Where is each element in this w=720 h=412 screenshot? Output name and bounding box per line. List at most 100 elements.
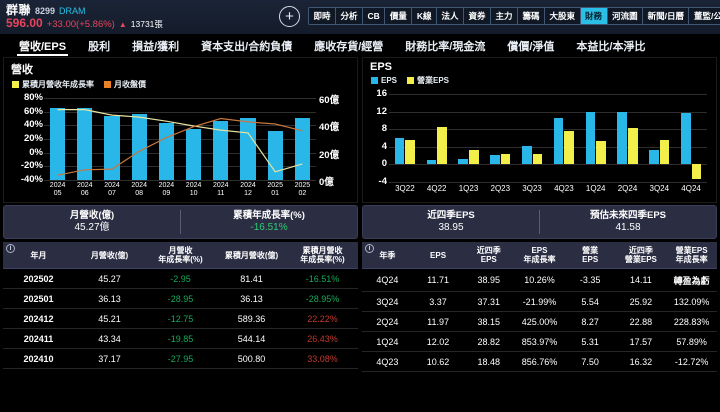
tab-9[interactable]: 大股東 — [545, 8, 581, 24]
column-header-3[interactable]: EPS 年成長率 — [514, 242, 565, 270]
subnav-item-3[interactable]: 資本支出/合約負債 — [201, 40, 293, 53]
cumulative-growth-value: -16.51% — [250, 221, 288, 233]
column-header-2[interactable]: 近四季 EPS — [463, 242, 515, 270]
column-header-line: 營業 — [582, 246, 599, 255]
table-row[interactable]: 1Q24 12.02 28.82 853.97% 5.31 17.57 57.89% — [362, 331, 717, 353]
tab-3[interactable]: 價量 — [385, 8, 413, 24]
table-row[interactable]: 4Q23 10.62 18.48 856.76% 7.50 16.32 -12.72% — [362, 351, 717, 373]
x-axis-tick-year: 2024 — [240, 182, 256, 189]
operating-eps-bar[interactable] — [596, 141, 606, 165]
table-cell-3: 853.97% — [514, 331, 565, 353]
column-header-0[interactable]: i 年月 — [3, 242, 74, 270]
revenue-plot-area[interactable]: 80% 60% 40% 20% 0% -20% -40% 60億 40億 20億 0億 2024 05 2… — [4, 92, 357, 200]
column-header-4[interactable]: 累積月營收 年成長率(%) — [287, 242, 358, 270]
eps-table-body: 4Q24 11.71 38.95 10.26% -3.35 14.11 轉盈為虧 3Q24 3.… — [362, 268, 717, 373]
tab-7[interactable]: 主力 — [491, 8, 519, 24]
revenue-bar[interactable] — [158, 123, 174, 180]
subnav-item-5[interactable]: 財務比率/現金流 — [405, 40, 486, 53]
table-cell-1: 12.02 — [412, 331, 464, 353]
table-row[interactable]: 2Q24 11.97 38.15 425.00% 8.27 22.88 228.83% — [362, 311, 717, 333]
column-header-2[interactable]: 月營收 年成長率(%) — [145, 242, 216, 270]
eps-bar[interactable] — [426, 159, 437, 165]
subnav-item-1[interactable]: 股利 — [88, 40, 111, 53]
x-axis-tick-year: 2024 — [212, 182, 229, 189]
table-row[interactable]: 202411 43.34 -19.85 544.14 26.43% — [3, 328, 358, 350]
eps-bar[interactable] — [681, 112, 691, 165]
subnav-item-6[interactable]: 償價/淨值 — [507, 40, 555, 53]
subnav-item-7[interactable]: 本益比/本淨比 — [576, 40, 646, 53]
add-icon[interactable]: + — [279, 6, 300, 27]
eps-plot-area[interactable]: 16 12 8 4 0 -4 3Q22 4Q22 1Q23 2Q23 3Q23 4Q23 1Q24 2Q2… — [363, 88, 716, 196]
eps-bar[interactable] — [585, 111, 596, 165]
revenue-bar[interactable] — [240, 118, 256, 180]
eps-bar[interactable] — [458, 158, 468, 165]
eps-bar[interactable] — [522, 145, 532, 165]
gridline — [44, 139, 316, 140]
table-cell-0: 202411 — [3, 328, 74, 350]
revenue-line-overlay — [57, 109, 303, 176]
table-row[interactable]: 202502 45.27 -2.95 81.41 -16.51% — [3, 268, 358, 290]
tab-5[interactable]: 法人 — [436, 8, 464, 24]
column-header-1[interactable]: EPS — [412, 242, 464, 270]
operating-eps-bar[interactable] — [500, 153, 511, 165]
table-cell-0: 4Q23 — [362, 351, 413, 373]
tab-1[interactable]: 分析 — [336, 8, 364, 24]
operating-eps-bar[interactable] — [469, 149, 479, 165]
revenue-bar[interactable] — [49, 107, 66, 180]
revenue-bar[interactable] — [213, 120, 229, 180]
tab-0[interactable]: 即時 — [309, 8, 337, 24]
operating-eps-bar[interactable] — [532, 154, 543, 165]
revenue-bar[interactable] — [185, 129, 202, 180]
table-cell-3: 425.00% — [514, 311, 565, 333]
info-icon[interactable]: i — [6, 244, 15, 253]
tab-8[interactable]: 籌碼 — [518, 8, 546, 24]
column-header-0[interactable]: i 年季 — [362, 242, 413, 270]
subnav-item-2[interactable]: 損益/獲利 — [132, 40, 180, 53]
table-cell-2: 38.15 — [463, 311, 515, 333]
eps-bar[interactable] — [394, 138, 405, 165]
tab-13[interactable]: 董監/公司 — [689, 8, 720, 24]
operating-eps-bar[interactable] — [564, 131, 574, 165]
operating-eps-bar[interactable] — [659, 140, 670, 165]
subnav-item-0[interactable]: 營收/EPS — [8, 38, 77, 56]
eps-bar[interactable] — [490, 155, 500, 165]
subnav-item-4[interactable]: 應收存貨/經營 — [314, 40, 384, 53]
column-header-4[interactable]: 營業 EPS — [564, 242, 616, 270]
table-row[interactable]: 4Q24 11.71 38.95 10.26% -3.35 14.11 轉盈為虧 — [362, 268, 717, 293]
revenue-bar[interactable] — [267, 130, 283, 180]
tab-2[interactable]: CB — [363, 8, 386, 24]
tab-12[interactable]: 新聞/日曆 — [643, 8, 690, 24]
tab-4[interactable]: K線 — [412, 8, 437, 24]
tab-11[interactable]: 河流圖 — [607, 8, 644, 24]
tab-6[interactable]: 資券 — [463, 8, 491, 24]
x-axis-tick: 1Q24 — [585, 184, 606, 193]
tab-10[interactable]: 財務 — [580, 8, 608, 24]
summary-row: 月營收(億) 45.27億 累積年成長率(%) -16.51% 近四季EPS 3… — [0, 203, 720, 239]
revenue-bar[interactable] — [77, 107, 93, 180]
eps-bar[interactable] — [553, 117, 564, 165]
column-header-5[interactable]: 近四季 營業EPS — [615, 242, 667, 270]
info-icon[interactable]: i — [365, 244, 374, 253]
operating-eps-bar[interactable] — [437, 127, 447, 165]
table-cell-2: -12.75 — [145, 308, 216, 330]
x-axis-tick-month: 11 — [217, 190, 225, 197]
column-header-3[interactable]: 累積月營收(億) — [216, 242, 287, 270]
column-header-1[interactable]: 月營收(億) — [74, 242, 145, 270]
column-header-6[interactable]: 營業EPS 年成長率 — [666, 242, 717, 270]
revenue-bar[interactable] — [131, 114, 147, 180]
operating-eps-bar[interactable] — [405, 140, 415, 165]
gridline — [389, 129, 707, 131]
operating-eps-bar[interactable] — [628, 128, 638, 165]
operating-eps-bar[interactable] — [691, 164, 702, 180]
table-row[interactable]: 202501 36.13 -28.95 36.13 -28.95% — [3, 288, 358, 310]
eps-bar[interactable] — [617, 111, 627, 165]
column-header-line: EPS — [430, 250, 447, 260]
table-row[interactable]: 202410 37.17 -27.95 500.80 33.08% — [3, 348, 358, 370]
y-axis-tick-right: 40億 — [319, 122, 340, 134]
table-row[interactable]: 3Q24 3.37 37.31 -21.99% 5.54 25.92 132.09% — [362, 291, 717, 313]
table-row[interactable]: 202412 45.21 -12.75 589.36 22.22% — [3, 308, 358, 330]
stock-sector[interactable]: DRAM — [59, 5, 86, 16]
revenue-bar[interactable] — [104, 116, 120, 180]
y-axis-tick-left: 40% — [23, 119, 43, 131]
eps-bar[interactable] — [649, 149, 659, 165]
